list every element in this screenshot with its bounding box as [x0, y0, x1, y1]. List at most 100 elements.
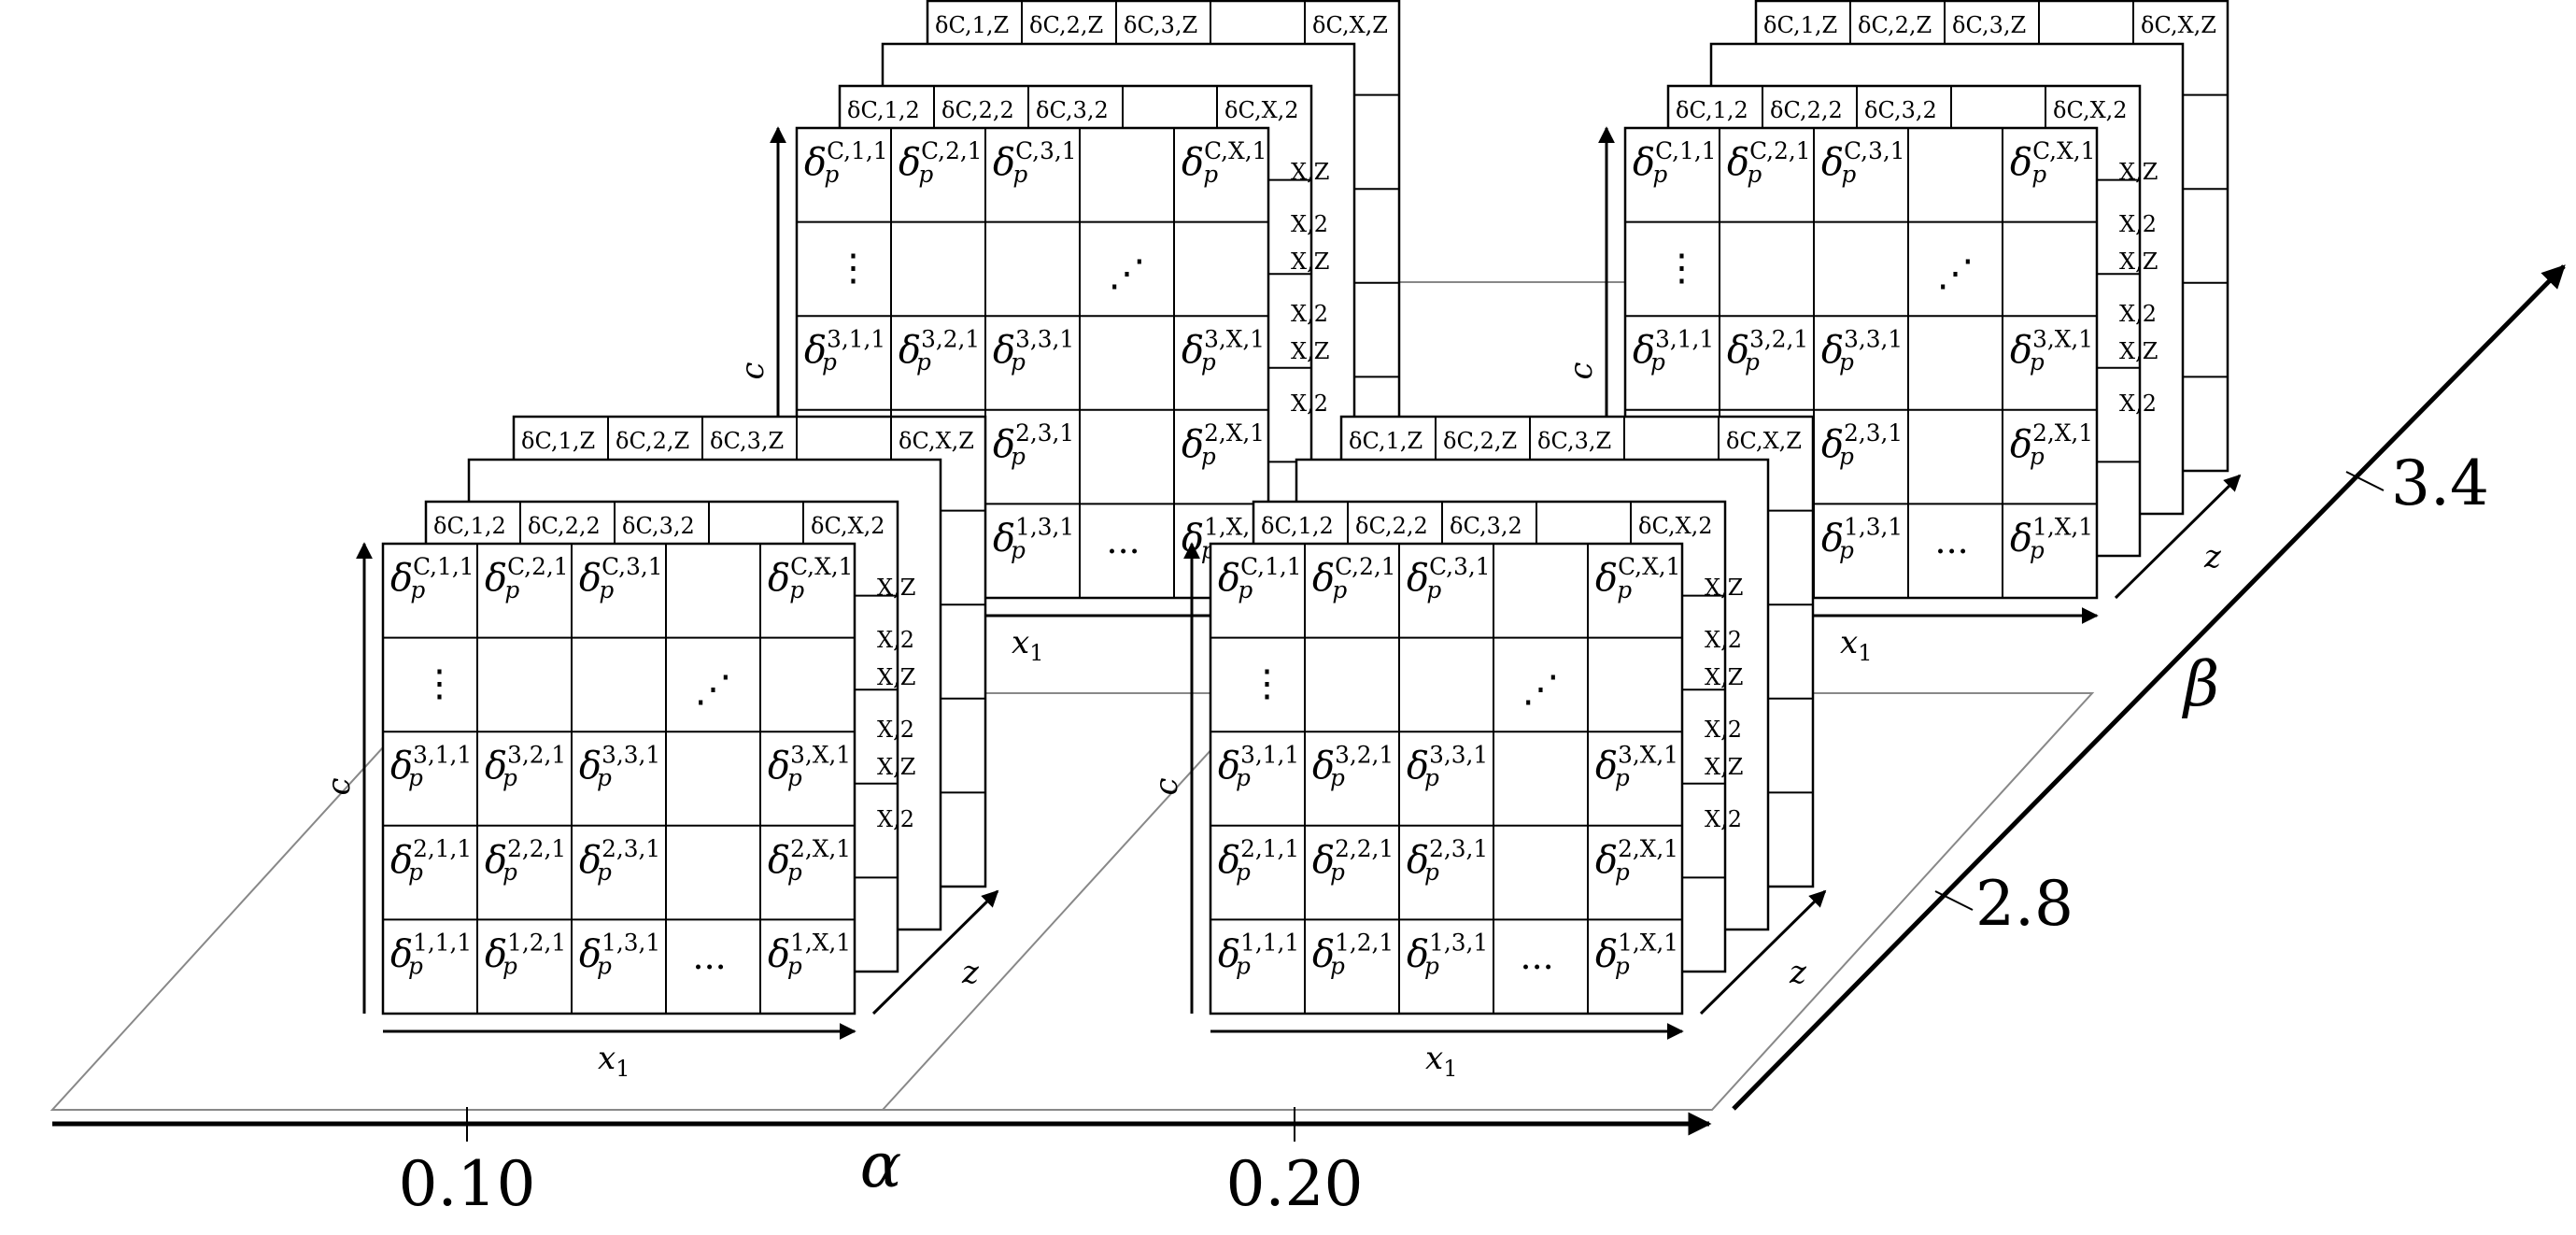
cell-delta-3-X-1: δ3,X,1 p	[768, 741, 851, 791]
layer-z-top-label: δC,3,Z	[1124, 12, 1197, 38]
cell-delta-C-2-1: δC,2,1 p	[1312, 553, 1396, 603]
layer-side-labels: X,Z X,2 X,Z X,2 X,Z X,2	[877, 575, 915, 832]
cell-delta-3-1-1: δ3,1,1 p	[804, 325, 885, 376]
cell-delta-1-3-1: δ1,3,1 p	[1407, 930, 1488, 980]
layer-z-top-label: δC,2,Z	[1029, 12, 1103, 38]
beta-tick-mark-1	[1934, 890, 1974, 911]
layer-z-top-label: δC,X,Z	[1312, 12, 1388, 38]
layer-2-top-label: δC,2,2	[941, 97, 1014, 123]
cell-delta-3-2-1: δ3,2,1 p	[1312, 741, 1394, 791]
layer-2-top-label: δC,X,2	[1638, 513, 1713, 539]
cell-delta-2-3-1: δ2,3,1 p	[993, 419, 1074, 470]
horizontal-ellipsis: ···	[693, 947, 727, 988]
layer-1-grid	[383, 544, 855, 1014]
layer-2-top-label: δC,2,2	[1770, 97, 1843, 123]
layer-1: δC,1,1 p δC,2,1 p δC,3,1 p δC,X,1 p δ3,1,1 p δ3,2,…	[381, 542, 856, 1015]
layer-1-cells: δC,1,1 p δC,2,1 p δC,3,1 p δC,X,1 p δ3,1,1 p δ3,2,…	[1218, 553, 1680, 987]
panels: δC,1,Z δC,2,Z δC,3,Z δC,X,Z δC,1,2 δC,2,2 δC,…	[320, 0, 2242, 1082]
cell-delta-2-X-1: δ2,X,1 p	[768, 835, 851, 886]
side-label: X,2	[1705, 717, 1742, 743]
cell-delta-3-1-1: δ3,1,1 p	[1218, 741, 1299, 791]
z-axis-line	[871, 889, 999, 1015]
z-axis-label: z	[1789, 954, 1807, 991]
side-label: X,2	[1291, 301, 1328, 327]
layer-2-top-label: δC,X,2	[2053, 97, 2128, 123]
layer-2-top-label: δC,3,2	[1864, 97, 1937, 123]
layer-1: δC,1,1 p δC,2,1 p δC,3,1 p δC,X,1 p δ3,1,1 p δ3,2,…	[795, 126, 1270, 600]
cell-delta-3-3-1: δ3,3,1 p	[579, 741, 660, 791]
cell-delta-3-3-1: δ3,3,1 p	[1407, 741, 1488, 791]
cell-delta-C-1-1: δC,1,1 p	[390, 553, 474, 603]
side-label: X,Z	[2119, 248, 2158, 275]
cell-delta-1-3-1: δ1,3,1 p	[579, 930, 660, 980]
cell-delta-2-3-1: δ2,3,1 p	[1407, 835, 1488, 886]
panel-alpha-0.10-beta-2.8: δC,1,Z δC,2,Z δC,3,Z δC,X,Z δC,1,2 δC,2,2 δC,…	[320, 415, 999, 1082]
horizontal-ellipsis: ···	[1107, 532, 1140, 573]
layer-z-top-label: δC,2,Z	[1443, 428, 1517, 454]
horizontal-ellipsis: ···	[1935, 532, 1969, 573]
layer-1-frame	[1209, 542, 1684, 1015]
cell-delta-C-X-1: δC,X,1 p	[1182, 137, 1267, 188]
c-axis-label: c	[734, 362, 771, 379]
x1-axis-label: x1	[1012, 624, 1043, 666]
cell-delta-2-X-1: δ2,X,1 p	[1595, 835, 1678, 886]
layer-2-top-labels: δC,1,2 δC,2,2 δC,3,2 δC,X,2	[1261, 513, 1713, 539]
z-axis-line	[2114, 474, 2242, 600]
side-label: X,Z	[2119, 159, 2158, 185]
cell-delta-1-X-1: δ1,X,1 p	[1595, 930, 1678, 980]
layer-z-top-label: δC,1,Z	[1763, 12, 1837, 38]
cell-delta-1-3-1: δ1,3,1 p	[993, 514, 1074, 564]
layer-z-top-labels: δC,1,Z δC,2,Z δC,3,Z δC,X,Z	[1349, 428, 1802, 454]
vertical-ellipsis: ⋮	[835, 247, 872, 290]
cell-delta-2-X-1: δ2,X,1 p	[2010, 419, 2093, 470]
side-label: X,2	[1705, 806, 1742, 832]
side-label: X,Z	[877, 754, 915, 780]
c-axis-label: c	[1148, 777, 1185, 795]
layer-2-top-labels: δC,1,2 δC,2,2 δC,3,2 δC,X,2	[847, 97, 1299, 123]
layer-side-labels: X,Z X,2 X,Z X,2 X,Z X,2	[1705, 575, 1743, 832]
ground-plane-divider	[882, 692, 1264, 1111]
cell-delta-C-3-1: δC,3,1 p	[993, 137, 1077, 188]
layer-2-top-label: δC,1,2	[433, 513, 506, 539]
c-axis-label: c	[320, 777, 358, 795]
cell-delta-1-3-1: δ1,3,1 p	[1821, 514, 1903, 564]
cell-delta-C-2-1: δC,2,1 p	[899, 137, 983, 188]
layer-side-labels: X,Z X,2 X,Z X,2 X,Z X,2	[2119, 159, 2158, 417]
cell-delta-3-1-1: δ3,1,1 p	[1633, 325, 1714, 376]
beta-tick-label-2: 3.4	[2391, 447, 2489, 519]
cell-delta-3-2-1: δ3,2,1 p	[899, 325, 980, 376]
alpha-axis-label: α	[860, 1129, 902, 1201]
cell-delta-C-2-1: δC,2,1 p	[1727, 137, 1811, 188]
layer-z-top-label: δC,1,Z	[935, 12, 1009, 38]
layer-2-top-label: δC,3,2	[1450, 513, 1522, 539]
side-label: X,Z	[1291, 159, 1329, 185]
c-axis-label: c	[1563, 362, 1600, 379]
layer-z-top-label: δC,1,Z	[521, 428, 595, 454]
cell-delta-C-X-1: δC,X,1 p	[1595, 553, 1680, 603]
side-label: X,Z	[877, 664, 915, 690]
z-axis-line	[1699, 889, 1827, 1015]
cell-delta-C-1-1: δC,1,1 p	[804, 137, 888, 188]
layer-z-top-label: δC,3,Z	[1952, 12, 2026, 38]
layer-z-top-label: δC,1,Z	[1349, 428, 1422, 454]
beta-tick-mark-2	[2345, 471, 2385, 491]
layer-1-grid	[1210, 544, 1682, 1014]
layer-z-top-label: δC,3,Z	[1537, 428, 1611, 454]
side-label: X,2	[2119, 390, 2157, 417]
cell-delta-3-2-1: δ3,2,1 p	[1727, 325, 1808, 376]
side-label: X,2	[877, 627, 914, 653]
layer-2-top-labels: δC,1,2 δC,2,2 δC,3,2 δC,X,2	[433, 513, 885, 539]
cell-delta-C-1-1: δC,1,1 p	[1218, 553, 1302, 603]
cell-delta-C-1-1: δC,1,1 p	[1633, 137, 1717, 188]
layer-2-top-labels: δC,1,2 δC,2,2 δC,3,2 δC,X,2	[1676, 97, 2128, 123]
cell-delta-3-3-1: δ3,3,1 p	[1821, 325, 1903, 376]
layer-z-top-label: δC,X,Z	[1726, 428, 1802, 454]
ground-plane-beta-2-8	[50, 692, 2095, 1111]
diagonal-ellipsis: ⋰	[1937, 252, 1974, 295]
cell-delta-1-X-1: δ1,X,1 p	[2010, 514, 2093, 564]
layer-z-top-label: δC,3,Z	[710, 428, 784, 454]
side-label: X,2	[877, 806, 914, 832]
side-label: X,2	[1291, 390, 1328, 417]
diagonal-ellipsis: ⋰	[1522, 668, 1560, 711]
